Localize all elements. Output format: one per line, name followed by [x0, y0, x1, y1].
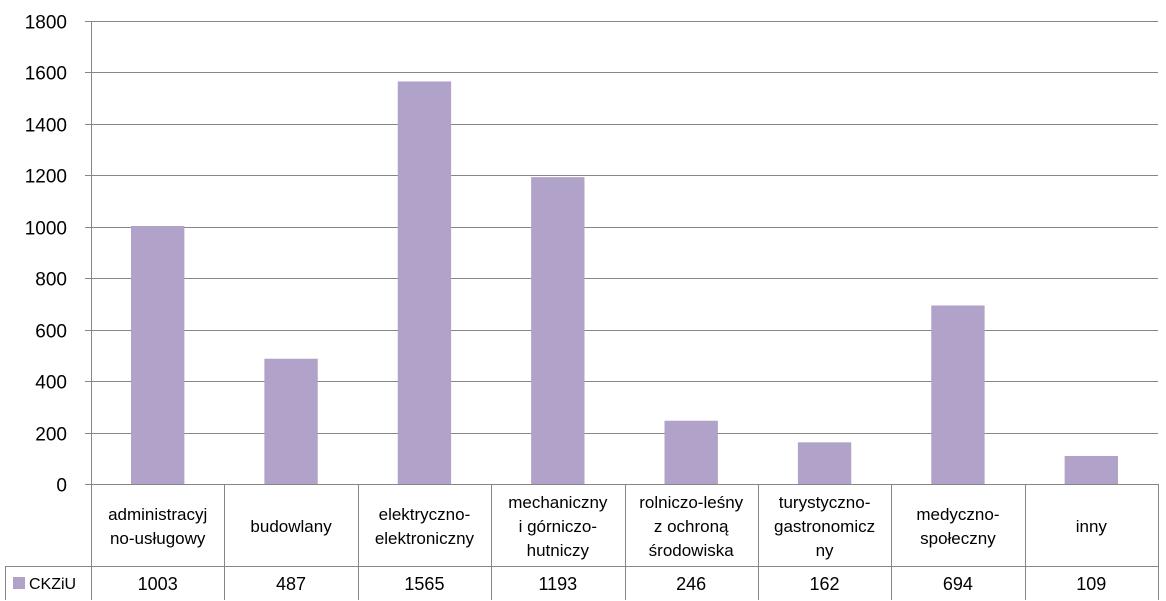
category-label: mechaniczny i górniczo-hutniczy — [508, 493, 608, 560]
data-label: 1193 — [538, 574, 577, 594]
y-tick-label: 600 — [35, 322, 67, 343]
data-label: 246 — [676, 574, 706, 594]
y-tick-label: 800 — [35, 270, 67, 291]
bar — [531, 177, 585, 484]
y-tick-label: 1600 — [25, 64, 67, 85]
y-tick-label: 400 — [35, 373, 67, 394]
y-tick-label: 200 — [35, 425, 67, 446]
data-label: 162 — [810, 574, 840, 594]
y-tick-label: 1200 — [25, 167, 67, 188]
data-label: 1003 — [138, 574, 178, 594]
y-tick-label: 0 — [56, 476, 67, 497]
bar — [131, 226, 185, 484]
bar — [264, 358, 318, 484]
bar — [931, 305, 985, 484]
legend-label: CKZiU — [29, 576, 76, 593]
y-tick-label: 1800 — [25, 13, 67, 34]
data-label: 694 — [943, 574, 973, 594]
bar — [664, 420, 718, 484]
y-tick-label: 1000 — [25, 219, 67, 240]
bar — [397, 81, 452, 485]
data-label: 1565 — [404, 574, 444, 594]
y-tick-label: 1400 — [25, 116, 67, 137]
bar — [797, 442, 852, 484]
category-label: medyczno-społeczny — [916, 505, 999, 548]
category-label: administracyj no-usługowy — [108, 505, 207, 548]
category-label: rolniczo-leśny z ochroną środowiska — [639, 493, 743, 560]
category-label: elektryczno-elektroniczny — [375, 505, 475, 548]
category-label: budowlany — [250, 517, 332, 536]
category-label: turystyczno-gastronomicz ny — [774, 493, 875, 560]
data-label: 109 — [1076, 574, 1106, 594]
data-label: 487 — [276, 574, 306, 594]
category-label: inny — [1076, 517, 1108, 536]
legend-swatch — [13, 577, 25, 589]
bar — [1064, 455, 1118, 484]
